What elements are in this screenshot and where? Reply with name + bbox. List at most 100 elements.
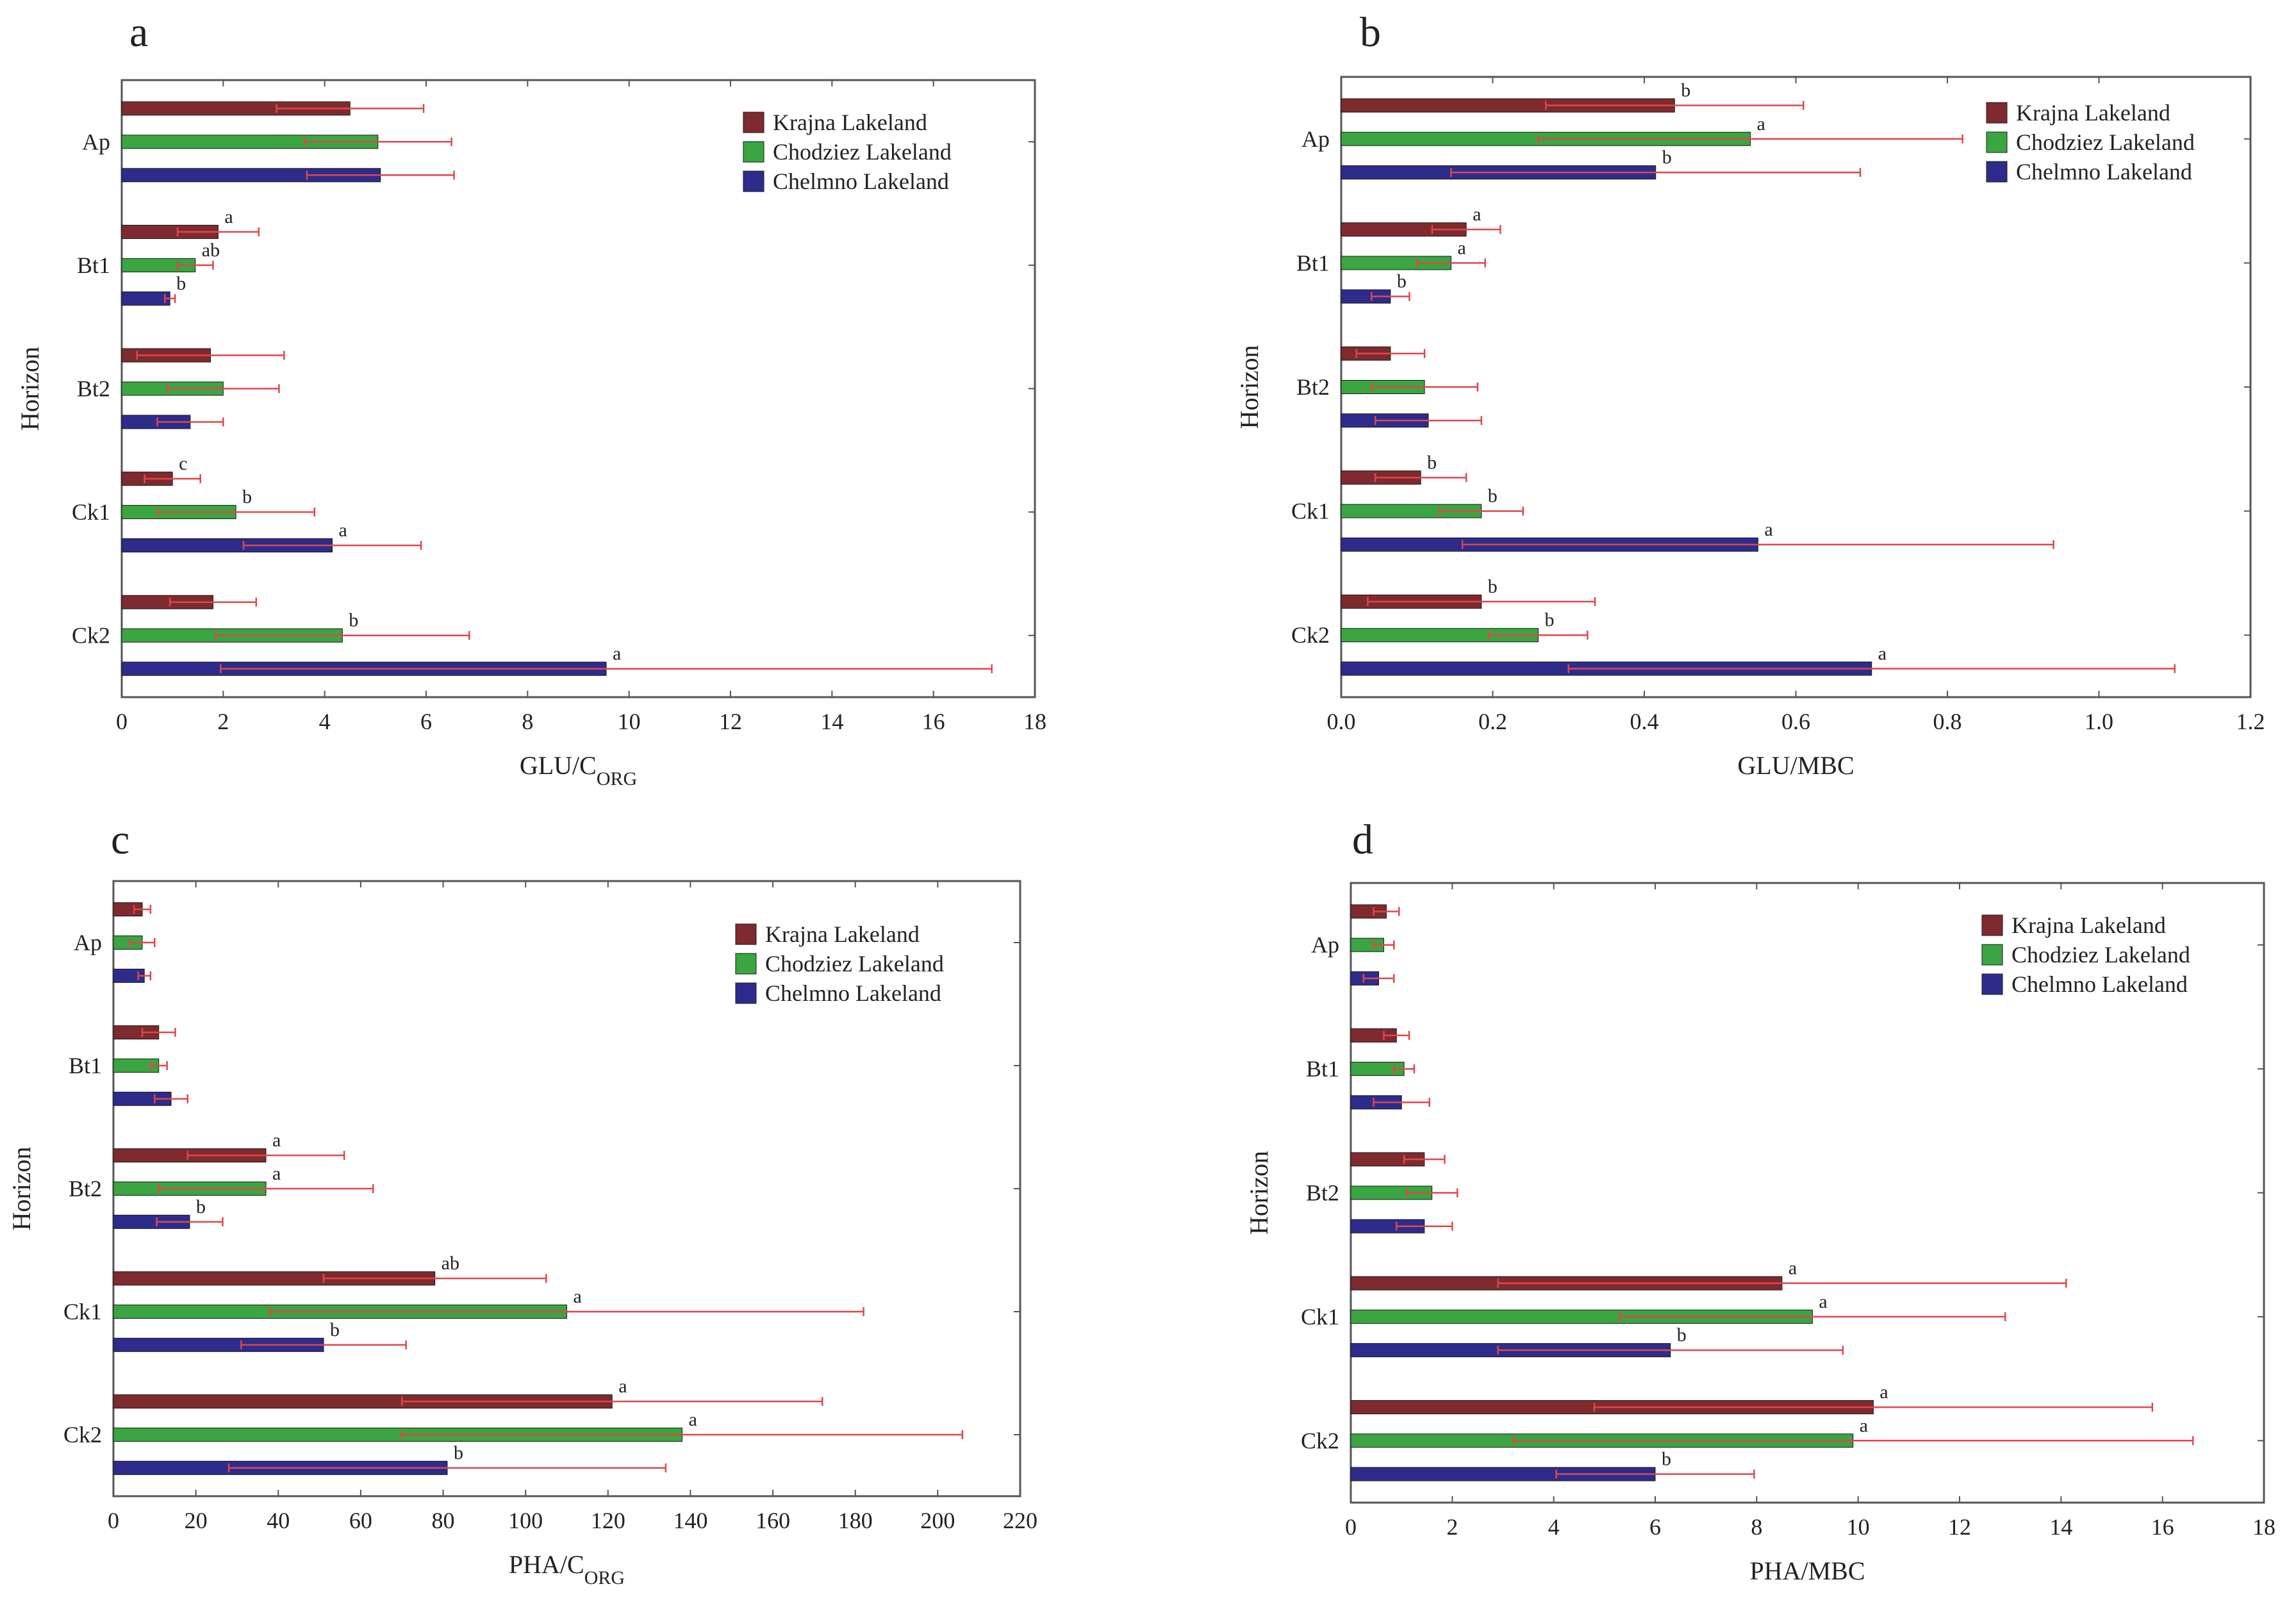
legend-swatch bbox=[735, 953, 757, 975]
x-tick-label: 40 bbox=[267, 1508, 290, 1533]
y-axis-title: Horizon bbox=[7, 1146, 36, 1230]
significance-label: b bbox=[196, 1196, 206, 1217]
significance-label: ab bbox=[202, 240, 220, 261]
category-label: Ck2 bbox=[72, 623, 110, 648]
x-tick-label: 0.8 bbox=[1933, 709, 1962, 734]
x-tick-label: 120 bbox=[591, 1508, 625, 1533]
legend-label: Chodziez Lakeland bbox=[2016, 129, 2195, 155]
legend-swatch bbox=[1981, 914, 2003, 936]
category-label: Ap bbox=[74, 930, 102, 955]
significance-label: a bbox=[224, 206, 233, 227]
category-label: Ck2 bbox=[63, 1422, 102, 1447]
significance-label: b bbox=[1544, 609, 1554, 631]
panel-letter: b bbox=[1360, 9, 1381, 56]
legend-swatch bbox=[1986, 102, 2008, 124]
x-tick-label: 0 bbox=[1345, 1514, 1357, 1540]
x-tick-label: 16 bbox=[922, 709, 945, 734]
x-tick-label: 0.2 bbox=[1478, 709, 1507, 734]
significance-label: b bbox=[1427, 452, 1437, 473]
significance-label: a bbox=[689, 1409, 697, 1430]
significance-label: a bbox=[1788, 1258, 1797, 1279]
legend: Krajna Lakeland Chodziez Lakeland Chelmno … bbox=[1981, 912, 2190, 997]
x-tick-label: 200 bbox=[920, 1508, 955, 1533]
legend-label: Chelmno Lakeland bbox=[2016, 159, 2192, 185]
significance-label: a bbox=[618, 1376, 627, 1397]
x-tick-label: 10 bbox=[1847, 1514, 1870, 1540]
x-tick-label: 8 bbox=[1751, 1514, 1762, 1540]
x-axis-title: GLU/MBC bbox=[1737, 751, 1854, 780]
significance-label: b bbox=[242, 486, 252, 507]
legend-swatch bbox=[743, 170, 764, 192]
legend-label: Krajna Lakeland bbox=[773, 110, 927, 135]
significance-label: a bbox=[1757, 113, 1765, 135]
category-label: Bt2 bbox=[77, 376, 110, 402]
significance-label: a bbox=[272, 1163, 281, 1184]
y-axis-title: Horizon bbox=[1235, 345, 1264, 429]
category-label: Bt1 bbox=[69, 1053, 102, 1078]
panel-letter: a bbox=[129, 9, 148, 56]
category-label: Bt1 bbox=[1296, 250, 1330, 276]
category-label: Ck2 bbox=[1291, 622, 1330, 648]
x-tick-label: 12 bbox=[719, 709, 742, 734]
significance-label: a bbox=[1879, 1381, 1888, 1403]
significance-label: b bbox=[176, 273, 186, 294]
legend-label: Chelmno Lakeland bbox=[773, 169, 949, 194]
x-tick-label: 0 bbox=[108, 1508, 119, 1533]
significance-label: b bbox=[1662, 1449, 1671, 1470]
legend: Krajna Lakeland Chodziez Lakeland Chelmno … bbox=[735, 921, 944, 1006]
x-tick-label: 20 bbox=[185, 1508, 208, 1533]
panel-a: a0 2 4 6 8 10 12 14 16 18GLU/CORGHorizonApBt1aabb… bbox=[15, 9, 1046, 789]
x-tick-label: 4 bbox=[1548, 1514, 1560, 1540]
legend-swatch bbox=[1986, 161, 2008, 183]
x-tick-label: 2 bbox=[217, 709, 229, 734]
x-tick-label: 220 bbox=[1003, 1508, 1037, 1533]
significance-label: b bbox=[1488, 486, 1498, 507]
significance-label: b bbox=[454, 1442, 463, 1464]
panel-letter: c bbox=[111, 816, 129, 863]
x-tick-label: 14 bbox=[820, 709, 843, 734]
y-axis-title: Horizon bbox=[15, 347, 44, 431]
significance-label: b bbox=[1397, 271, 1407, 292]
x-tick-label: 0 bbox=[116, 709, 128, 734]
x-tick-label: 80 bbox=[432, 1508, 455, 1533]
category-label: Ap bbox=[82, 129, 110, 154]
legend-swatch bbox=[735, 923, 757, 945]
legend-label: Krajna Lakeland bbox=[2011, 912, 2166, 938]
legend-swatch bbox=[743, 141, 764, 163]
legend-label: Krajna Lakeland bbox=[765, 921, 920, 947]
legend-swatch bbox=[1981, 944, 2003, 966]
x-tick-label: 4 bbox=[319, 709, 331, 734]
significance-label: b bbox=[1681, 80, 1690, 101]
x-tick-label: 160 bbox=[756, 1508, 790, 1533]
significance-label: a bbox=[339, 520, 347, 541]
category-label: Ck1 bbox=[1291, 499, 1330, 524]
significance-label: a bbox=[574, 1286, 582, 1307]
x-tick-label: 0.6 bbox=[1781, 709, 1810, 734]
x-axis-title: PHA/MBC bbox=[1749, 1556, 1865, 1585]
x-tick-label: 18 bbox=[2252, 1514, 2275, 1540]
legend: Krajna Lakeland Chodziez Lakeland Chelmno … bbox=[743, 110, 952, 194]
significance-label: a bbox=[272, 1130, 281, 1151]
x-tick-label: 180 bbox=[838, 1508, 873, 1533]
significance-label: a bbox=[1860, 1415, 1868, 1436]
x-tick-label: 0.0 bbox=[1327, 709, 1356, 734]
category-label: Ck2 bbox=[1301, 1428, 1339, 1453]
significance-label: b bbox=[1662, 147, 1672, 168]
significance-label: b bbox=[1677, 1324, 1687, 1346]
significance-label: ab bbox=[442, 1253, 459, 1274]
legend-label: Chodziez Lakeland bbox=[765, 951, 944, 977]
x-tick-label: 8 bbox=[522, 709, 533, 734]
panel-letter: d bbox=[1352, 816, 1373, 863]
category-label: Ck1 bbox=[72, 499, 110, 525]
x-tick-label: 10 bbox=[618, 709, 641, 734]
panel-d: d 0 2 4 6 8 10 12 14 16 18 PHA/MBC Horizon Ap Bt1 Bt2 Ck… bbox=[1244, 816, 2275, 1585]
significance-label: a bbox=[1473, 204, 1481, 225]
significance-label: a bbox=[1764, 519, 1772, 540]
significance-label: a bbox=[1819, 1291, 1827, 1312]
legend-label: Chodziez Lakeland bbox=[2011, 942, 2190, 968]
x-tick-label: 6 bbox=[1649, 1514, 1661, 1540]
x-tick-label: 16 bbox=[2151, 1514, 2174, 1540]
category-label: Ap bbox=[1311, 932, 1339, 958]
category-label: Bt1 bbox=[77, 252, 110, 278]
